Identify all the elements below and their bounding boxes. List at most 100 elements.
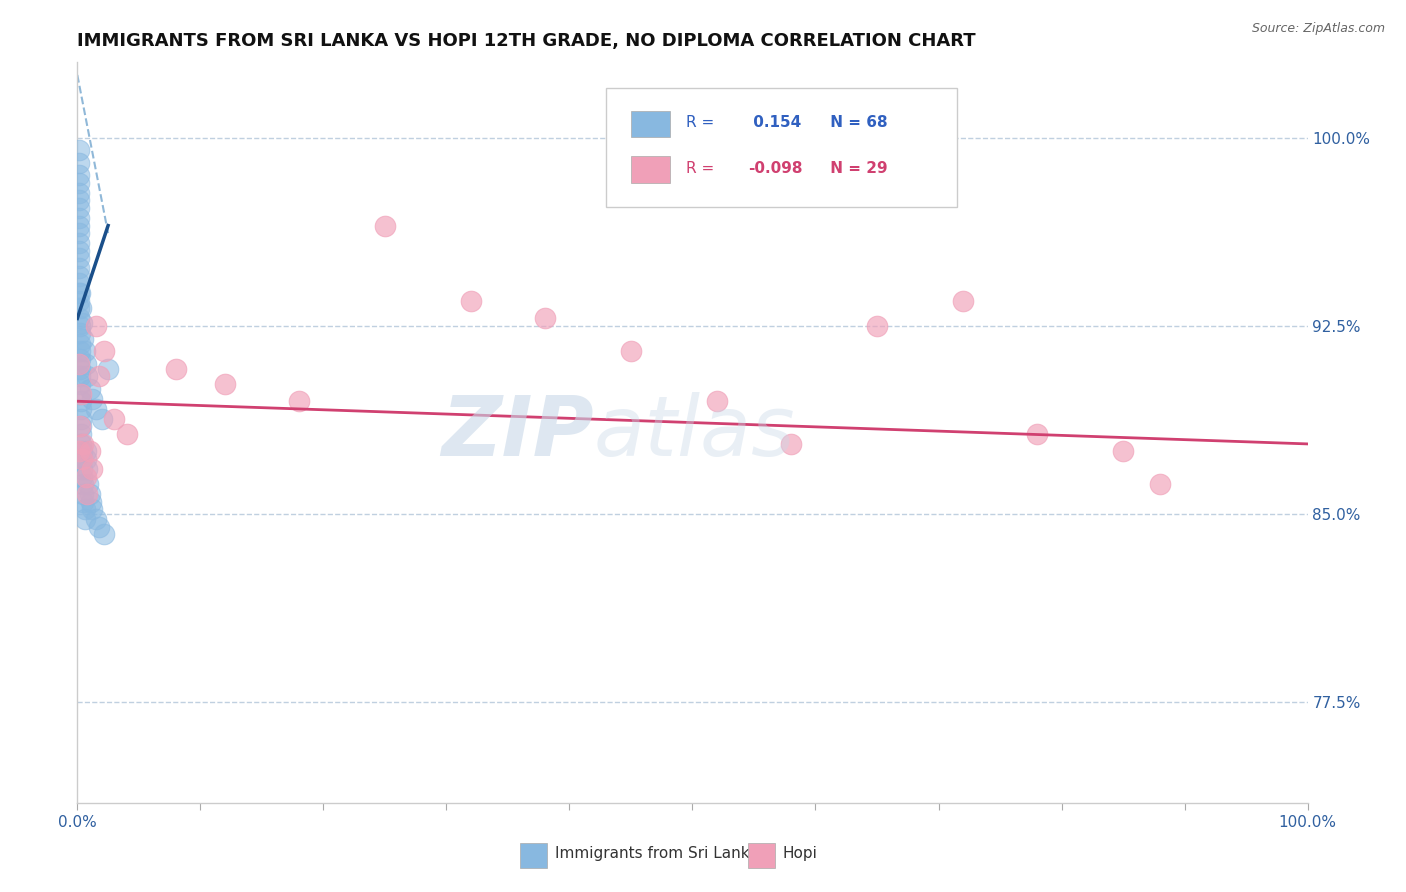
Point [70,452,93,467]
Point [67,244,90,258]
Point [67,444,90,458]
Point [288,394,311,409]
Point [374,219,396,233]
Point [69,419,91,434]
Point [69,326,91,341]
Point [82,462,104,476]
Bar [631,156,671,183]
Point [67,169,90,183]
Point [76,369,98,384]
Point [67,268,90,283]
Point [76,487,98,501]
Point [70,444,93,458]
Point [93,344,115,359]
Point [67,226,90,240]
Point [67,286,90,301]
Text: 0.154: 0.154 [748,115,801,130]
Point [67,311,90,326]
Point [84,512,107,526]
Point [214,376,236,391]
Point [70,437,93,451]
Point [70,412,93,426]
Text: R =: R = [686,161,714,176]
Point [67,301,90,316]
Point [72,477,94,491]
Point [103,412,125,426]
Point [706,394,728,409]
Point [67,201,90,215]
Point [82,502,104,516]
Point [69,351,91,366]
Text: N = 29: N = 29 [825,161,889,176]
Point [67,236,90,251]
Point [72,331,94,345]
Point [69,336,91,351]
Point [67,186,90,200]
Point [73,502,96,516]
Point [89,520,111,534]
Point [69,376,91,391]
Point [89,369,111,384]
Point [67,176,90,190]
Point [75,469,97,483]
Point [70,317,93,331]
Point [72,494,94,508]
Point [866,318,889,333]
Text: atlas: atlas [595,392,796,473]
Point [70,394,93,409]
FancyBboxPatch shape [606,88,957,207]
Point [70,301,93,316]
Point [75,452,97,467]
Point [79,444,101,458]
Text: IMMIGRANTS FROM SRI LANKA VS HOPI 12TH GRADE, NO DIPLOMA CORRELATION CHART: IMMIGRANTS FROM SRI LANKA VS HOPI 12TH G… [77,32,976,50]
Point [67,211,90,225]
Point [70,386,93,401]
Point [70,419,93,434]
Point [79,487,101,501]
Point [67,251,90,265]
Point [67,143,90,157]
Point [79,382,101,396]
Point [75,357,97,371]
Point [67,194,90,208]
Point [1149,477,1171,491]
Point [72,487,94,501]
Point [69,386,91,401]
Point [80,494,103,508]
Point [73,344,96,359]
Point [67,261,90,276]
Point [73,512,96,526]
Point [76,462,98,476]
Point [72,437,94,451]
Point [67,277,90,291]
Point [69,369,91,384]
Text: N = 68: N = 68 [825,115,889,130]
Point [952,293,974,308]
Point [70,401,93,416]
Point [69,286,91,301]
Point [67,293,90,308]
Point [165,361,187,376]
Point [1026,426,1049,441]
Point [97,361,120,376]
Point [84,401,107,416]
Text: R =: R = [686,115,714,130]
Text: -0.098: -0.098 [748,161,803,176]
Point [780,437,803,451]
Point [67,156,90,170]
Point [90,412,114,426]
Point [84,318,107,333]
Bar [520,843,547,868]
Point [460,293,482,308]
Point [70,462,93,476]
Point [69,318,91,333]
Point [115,426,138,441]
Point [82,392,104,406]
Point [67,357,90,371]
Point [67,219,90,233]
Point [75,444,97,458]
Point [69,344,91,359]
Text: Immigrants from Sri Lanka: Immigrants from Sri Lanka [555,846,758,861]
Point [1112,444,1135,458]
Point [620,344,643,359]
